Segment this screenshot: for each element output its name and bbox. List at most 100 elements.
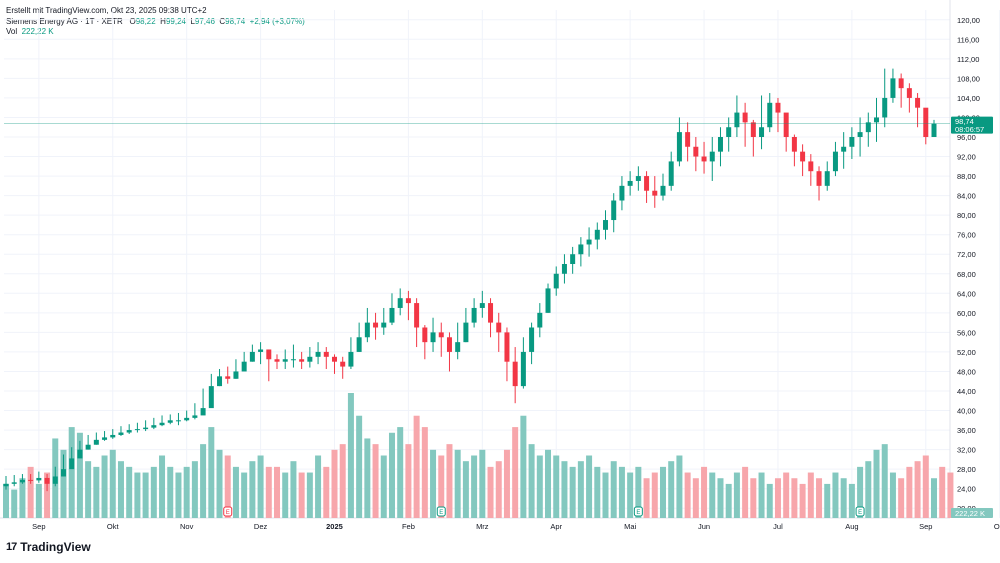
volume-bar (430, 449, 437, 518)
open-label: O (129, 17, 136, 26)
candle-body (405, 298, 411, 304)
created-by-text: Erstellt mit TradingView.com, Okt 23, 20… (6, 6, 207, 15)
volume-bar (931, 478, 937, 518)
x-tick-label: Okt (994, 522, 1000, 531)
x-tick-label: Dez (254, 522, 268, 531)
candle-body (241, 361, 247, 372)
candle-body (249, 351, 255, 362)
x-tick-label: Jul (773, 522, 783, 531)
x-tick-label: 2025 (326, 522, 343, 531)
volume-bar (857, 466, 864, 518)
candle-body (652, 190, 658, 196)
candle-body (463, 322, 469, 343)
volume-bar (372, 444, 379, 518)
candle-body (488, 303, 494, 323)
volume-bar (503, 449, 510, 518)
candle-body (414, 303, 420, 328)
candle-body (660, 185, 666, 196)
volume-bar (577, 461, 584, 518)
candle-body (192, 415, 198, 418)
y-tick-label: 36,00 (957, 426, 976, 435)
last-price-badge (951, 116, 993, 134)
candle-body (824, 171, 830, 186)
y-tick-label: 84,00 (957, 192, 976, 201)
volume-bar (569, 466, 576, 518)
open-value: 98,22 (135, 17, 156, 26)
candle-body (800, 151, 806, 162)
volume-bar (709, 472, 716, 518)
volume-bar (495, 461, 502, 518)
x-tick-label: Feb (402, 522, 415, 531)
volume-bar (750, 478, 757, 518)
candle-body (717, 137, 723, 152)
volume-bar (520, 415, 527, 518)
volume-bar (725, 483, 732, 518)
x-tick-label: Okt (107, 522, 120, 531)
volume-bar (627, 472, 634, 518)
candle-body (734, 112, 740, 128)
candle-body (906, 88, 912, 98)
vol-label: Vol (6, 27, 18, 36)
volume-bar (947, 472, 954, 518)
countdown-label: 08:06:57 (955, 125, 984, 134)
volume-bar (397, 427, 404, 518)
candle-body (578, 244, 584, 255)
event-marker-label: E (636, 510, 640, 516)
event-marker-label: E (858, 510, 862, 516)
y-tick-label: 92,00 (957, 153, 976, 162)
earnings-marker (223, 506, 233, 517)
volume-bar (167, 466, 174, 518)
volume-bar (224, 455, 231, 518)
event-marker-label: E (439, 510, 443, 516)
volume-bar (216, 449, 223, 518)
volume-bar (27, 466, 34, 518)
candle-body (455, 342, 461, 352)
candle-body (537, 312, 543, 328)
volume-bar (807, 472, 814, 518)
volume-bar (774, 478, 781, 518)
volume-bar (191, 461, 198, 518)
volume-bar (865, 461, 872, 518)
volume-bar (388, 432, 395, 518)
high-value: 99,24 (165, 17, 186, 26)
candle-body (274, 359, 280, 362)
close-label: C (219, 17, 226, 26)
candle-body (586, 239, 592, 245)
volume-bar (19, 478, 26, 518)
candle-body (783, 112, 789, 137)
volume-bar (643, 478, 650, 518)
candle-body (397, 298, 403, 308)
volume-bar (898, 478, 905, 518)
x-tick-label: Sep (919, 522, 932, 531)
volume-bar (331, 449, 338, 518)
volume-bar (914, 461, 921, 518)
volume-bar (742, 466, 749, 518)
candle-body (307, 356, 313, 362)
x-tick-label: Aug (845, 522, 858, 531)
volume-bar (701, 466, 708, 518)
y-tick-label: 68,00 (957, 270, 976, 279)
volume-bar (512, 427, 519, 518)
x-tick-label: Sep (32, 522, 45, 531)
candle-body (356, 337, 362, 352)
candle-body (315, 351, 321, 357)
x-tick-label: Mrz (476, 522, 489, 531)
y-tick-label: 88,00 (957, 172, 976, 181)
low-value: 97,46 (194, 17, 215, 26)
volume-bar (11, 489, 18, 518)
volume-bar (791, 478, 798, 518)
symbol-title: Siemens Energy AG · 1T · XETR (6, 17, 123, 26)
volume-bar (257, 455, 264, 518)
volume-bar (323, 466, 330, 518)
volume-bar (873, 449, 880, 518)
y-tick-label: 64,00 (957, 289, 976, 298)
volume-bar (117, 461, 124, 518)
volume-bar (462, 461, 469, 518)
volume-bar (76, 432, 83, 518)
volume-bar (265, 466, 272, 518)
candle-body (159, 422, 165, 426)
last-price-label: 98,74 (955, 117, 974, 126)
volume-bar (454, 449, 461, 518)
volume-bar (553, 455, 560, 518)
